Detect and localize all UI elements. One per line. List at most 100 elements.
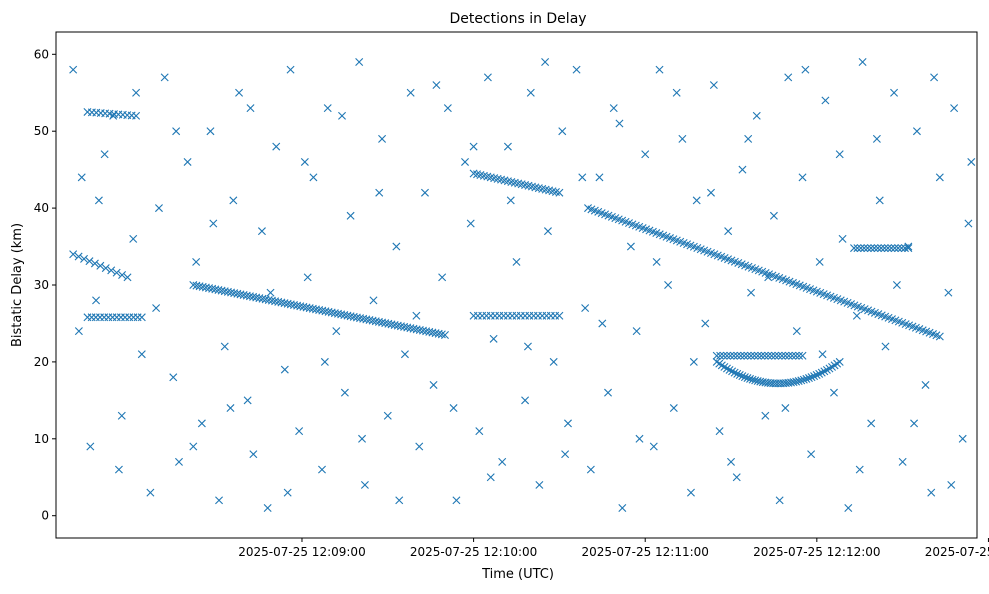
scatter-point-92 xyxy=(769,211,778,220)
track-point-229 xyxy=(346,312,355,321)
track-point-236 xyxy=(368,316,377,325)
y-tick-label-3: 30 xyxy=(34,278,49,292)
track-point-194 xyxy=(236,290,245,299)
track-point-528 xyxy=(132,111,141,120)
scatter-point-10 xyxy=(154,204,163,213)
scatter-point-85 xyxy=(715,427,724,436)
track-point-243 xyxy=(390,320,399,329)
scatter-point-56 xyxy=(498,457,507,466)
scatter-point-94 xyxy=(784,73,793,82)
track-point-423 xyxy=(797,376,806,385)
track-point-220 xyxy=(318,306,327,315)
scatter-point-54 xyxy=(483,73,492,82)
scatter-point-102 xyxy=(844,504,853,512)
scatter-point-40 xyxy=(378,134,387,143)
scatter-point-120 xyxy=(94,196,103,205)
scatter-point-144 xyxy=(541,58,550,66)
track-point-187 xyxy=(214,286,223,294)
scatter-point-63 xyxy=(549,357,558,366)
scatter-point-150 xyxy=(652,257,661,266)
track-point-465 xyxy=(850,244,858,253)
scatter-point-7 xyxy=(129,234,138,243)
scatter-point-160 xyxy=(838,234,847,243)
scatter-point-19 xyxy=(220,342,229,351)
scatter-point-49 xyxy=(443,104,452,113)
track-point-442 xyxy=(723,351,732,360)
track-point-389 xyxy=(935,332,944,341)
scatter-point-138 xyxy=(432,81,441,90)
track-point-218 xyxy=(312,305,320,314)
track-point-223 xyxy=(327,308,336,317)
track-point-189 xyxy=(220,287,229,296)
track-point-172 xyxy=(90,259,99,268)
scatter-point-119 xyxy=(74,327,83,336)
track-point-228 xyxy=(343,311,352,320)
track-point-219 xyxy=(315,306,324,314)
scatter-point-101 xyxy=(835,150,844,159)
track-point-495 xyxy=(137,313,146,322)
scatter-point-126 xyxy=(209,219,218,228)
scatter-point-30 xyxy=(303,273,312,282)
scatter-point-68 xyxy=(586,465,595,474)
scatter-point-129 xyxy=(266,288,275,297)
scatter-point-103 xyxy=(852,311,861,320)
track-point-214 xyxy=(299,302,308,311)
scatter-point-121 xyxy=(114,465,123,474)
track-point-257 xyxy=(434,329,443,338)
scatter-point-43 xyxy=(400,350,409,359)
track-point-456 xyxy=(771,351,780,360)
track-point-198 xyxy=(249,292,258,301)
scatter-point-65 xyxy=(563,419,572,428)
track-point-244 xyxy=(393,321,402,330)
track-point-451 xyxy=(753,351,762,360)
scatter-point-3 xyxy=(92,296,101,305)
scatter-point-57 xyxy=(503,142,512,151)
track-point-425 xyxy=(802,374,811,383)
scatter-point-123 xyxy=(152,304,161,313)
scatter-point-21 xyxy=(235,88,244,97)
track-point-461 xyxy=(788,351,797,360)
scatter-point-108 xyxy=(890,88,899,97)
scatter-point-117 xyxy=(958,434,967,443)
track-point-478 xyxy=(894,244,903,253)
track-point-181 xyxy=(195,282,204,291)
track-point-233 xyxy=(359,314,368,323)
scatter-point-95 xyxy=(792,327,801,336)
track-point-230 xyxy=(349,312,358,321)
scatter-point-106 xyxy=(875,196,884,205)
scatter-point-33 xyxy=(323,104,332,113)
scatter-point-48 xyxy=(438,273,447,282)
track-point-179 xyxy=(189,281,198,289)
x-axis-label: Time (UTC) xyxy=(481,567,554,582)
track-point-231 xyxy=(352,313,361,322)
scatter-point-20 xyxy=(229,196,238,205)
track-point-405 xyxy=(751,376,760,385)
scatter-point-47 xyxy=(429,380,438,389)
scatter-point-34 xyxy=(332,327,341,336)
track-point-174 xyxy=(101,264,110,273)
scatter-point-61 xyxy=(535,480,544,489)
track-point-471 xyxy=(870,244,879,253)
scatter-point-142 xyxy=(506,196,515,205)
scatter-point-161 xyxy=(855,465,864,474)
scatter-point-147 xyxy=(598,319,607,328)
scatter-point-134 xyxy=(358,434,367,443)
scatter-point-9 xyxy=(146,488,155,497)
scatter-point-29 xyxy=(295,427,304,436)
track-point-182 xyxy=(198,282,207,291)
track-point-396 xyxy=(728,367,737,376)
scatter-point-139 xyxy=(449,404,458,413)
scatter-point-73 xyxy=(626,242,635,251)
track-point-395 xyxy=(725,365,734,374)
scatter-point-112 xyxy=(921,380,930,389)
scatter-point-18 xyxy=(215,496,224,505)
scatter-point-140 xyxy=(469,142,478,151)
track-point-221 xyxy=(321,307,330,316)
scatter-point-22 xyxy=(243,396,252,405)
scatter-point-58 xyxy=(512,257,521,266)
track-point-171 xyxy=(85,257,94,266)
track-point-397 xyxy=(730,368,739,377)
scatter-point-124 xyxy=(172,127,181,136)
track-point-438 xyxy=(835,357,844,366)
